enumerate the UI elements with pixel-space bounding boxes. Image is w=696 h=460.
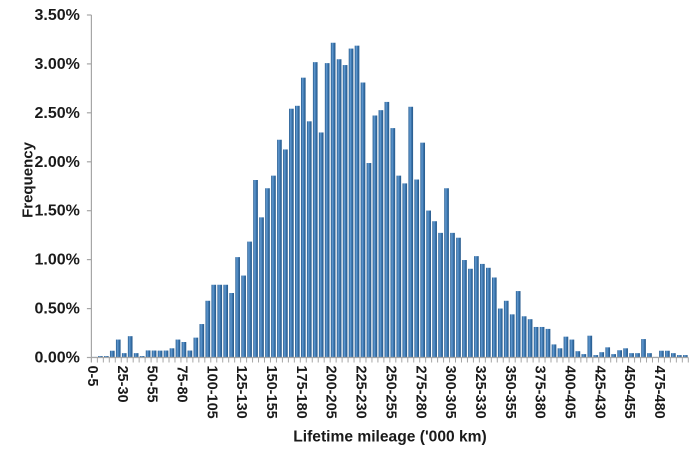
svg-text:2.00%: 2.00% xyxy=(35,154,80,171)
svg-text:25-30: 25-30 xyxy=(114,366,130,403)
svg-text:125-130: 125-130 xyxy=(233,366,249,419)
svg-text:Lifetime mileage ('000 km): Lifetime mileage ('000 km) xyxy=(293,429,487,446)
svg-text:200-205: 200-205 xyxy=(323,366,339,419)
svg-text:0.50%: 0.50% xyxy=(35,301,80,318)
svg-text:Frequency: Frequency xyxy=(20,141,37,218)
svg-text:2.50%: 2.50% xyxy=(35,105,80,122)
svg-text:100-105: 100-105 xyxy=(203,366,219,419)
svg-text:250-255: 250-255 xyxy=(382,366,398,419)
svg-text:300-305: 300-305 xyxy=(442,366,458,419)
svg-text:425-430: 425-430 xyxy=(591,366,607,419)
svg-text:150-155: 150-155 xyxy=(263,366,279,419)
svg-text:350-355: 350-355 xyxy=(502,366,518,419)
svg-text:225-230: 225-230 xyxy=(353,366,369,419)
svg-text:325-330: 325-330 xyxy=(472,366,488,419)
svg-text:0-5: 0-5 xyxy=(84,366,100,387)
svg-text:50-55: 50-55 xyxy=(144,366,160,403)
svg-text:3.00%: 3.00% xyxy=(35,56,80,73)
svg-text:1.50%: 1.50% xyxy=(35,203,80,220)
svg-text:3.50%: 3.50% xyxy=(35,7,80,24)
svg-text:375-380: 375-380 xyxy=(532,366,548,419)
svg-text:75-80: 75-80 xyxy=(173,366,189,403)
svg-text:275-280: 275-280 xyxy=(412,366,428,419)
svg-text:1.00%: 1.00% xyxy=(35,252,80,269)
svg-text:175-180: 175-180 xyxy=(293,366,309,419)
svg-text:450-455: 450-455 xyxy=(621,366,637,419)
svg-text:475-480: 475-480 xyxy=(651,366,667,419)
svg-text:0.00%: 0.00% xyxy=(35,350,80,367)
svg-text:400-405: 400-405 xyxy=(561,366,577,419)
